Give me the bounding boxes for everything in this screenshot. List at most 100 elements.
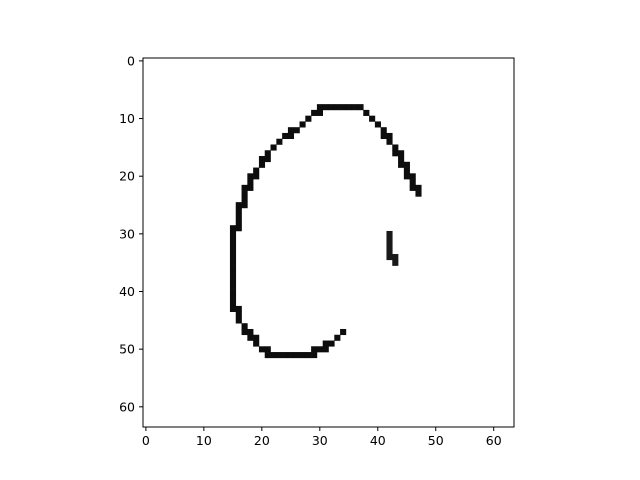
image-pixel [264, 352, 271, 359]
image-pixel [322, 346, 329, 353]
image-pixel [235, 305, 242, 312]
image-pixel [311, 352, 318, 359]
image-pixel [253, 334, 260, 341]
image-pixel [276, 352, 283, 359]
image-pixel [229, 294, 237, 301]
image-pixel [386, 254, 393, 261]
image-pixel [247, 184, 254, 191]
image-pixel [241, 184, 248, 191]
x-axis: 0 10 20 30 40 50 60 [142, 427, 502, 448]
image-pixel [247, 173, 254, 180]
image-pixel [340, 104, 347, 111]
y-tick-label: 60 [119, 399, 135, 414]
image-pixel [229, 242, 237, 249]
x-tick-label: 60 [486, 433, 502, 448]
image-pixel [415, 190, 422, 197]
image-pixel [229, 300, 237, 307]
image-pixel [403, 167, 410, 174]
image-pixel [235, 213, 242, 220]
y-tick-label: 40 [119, 284, 135, 299]
image-pixel [386, 248, 393, 255]
image-pixel [351, 104, 358, 111]
y-tick-label: 30 [119, 226, 135, 241]
x-tick-label: 20 [254, 433, 270, 448]
image-pixel [229, 248, 237, 255]
x-tick-label: 50 [428, 433, 444, 448]
image-pixel [409, 173, 416, 180]
image-pixel [316, 346, 324, 353]
image-pixel [293, 352, 300, 359]
image-pixel [253, 173, 260, 180]
image-pixel [305, 352, 312, 359]
image-pixel [398, 156, 405, 163]
image-pixel [241, 328, 248, 336]
image-pixel [276, 138, 283, 145]
x-tick-label: 40 [370, 433, 386, 448]
image-pixel [241, 196, 248, 203]
image-pixel [229, 271, 237, 278]
image-pixel [386, 242, 393, 249]
image-pixel [264, 156, 271, 163]
image-pixel [241, 202, 248, 209]
image-pixel [305, 115, 312, 122]
image-pixel [235, 219, 242, 226]
image-pixel [374, 121, 381, 128]
image-pixel [229, 230, 237, 238]
image-pixel [253, 340, 260, 347]
image-pixel [403, 161, 410, 168]
image-pixel [334, 104, 341, 111]
image-pixel [270, 144, 277, 151]
image-pixel [386, 138, 393, 145]
image-pixel [386, 132, 393, 140]
image-pixel [287, 132, 295, 140]
image-pixel [264, 346, 271, 353]
image-pixel [229, 288, 237, 295]
image-pixel [322, 104, 329, 111]
x-tick-label: 10 [196, 433, 212, 448]
image-pixel [392, 150, 399, 157]
image-pixel [409, 184, 416, 191]
image-pixel [340, 328, 347, 336]
image-pixel [293, 127, 300, 134]
image-pixel [241, 323, 248, 330]
image-pixel [253, 167, 260, 174]
image-pixel [229, 236, 237, 243]
image-pixel [392, 144, 399, 151]
image-pixel [270, 352, 277, 359]
image-pixel [235, 225, 242, 232]
image-pixel [409, 179, 416, 186]
image-pixel [345, 104, 352, 111]
image-pixel [247, 179, 254, 186]
image-pixel [328, 340, 335, 347]
image-pixel [241, 190, 248, 197]
image-pixel [316, 104, 324, 111]
image-pixel [334, 334, 341, 341]
image-pixel [311, 346, 318, 353]
image-pixel [229, 259, 237, 266]
y-tick-label: 0 [127, 53, 135, 68]
image-pixel [392, 259, 399, 266]
image-pixel [258, 161, 266, 168]
image-pixel [282, 132, 289, 140]
image-pixel [235, 202, 242, 209]
image-pixel [287, 127, 295, 134]
image-pixel [311, 109, 318, 116]
image-pixel [258, 156, 266, 163]
image-pixel [229, 225, 237, 232]
image-pixel [380, 127, 387, 134]
image-pixel [247, 328, 254, 336]
image-pixel [229, 282, 237, 289]
image-pixel [235, 207, 242, 214]
image-pixel [322, 340, 329, 347]
image-pixel [229, 305, 237, 312]
image-pixels [229, 104, 422, 359]
image-pixel [363, 109, 370, 116]
image-pixel [316, 109, 324, 116]
image-pixel [398, 161, 405, 168]
image-pixel [369, 115, 376, 122]
image-pixel [229, 277, 237, 284]
image-pixel [247, 334, 254, 341]
image-pixel [282, 352, 289, 359]
